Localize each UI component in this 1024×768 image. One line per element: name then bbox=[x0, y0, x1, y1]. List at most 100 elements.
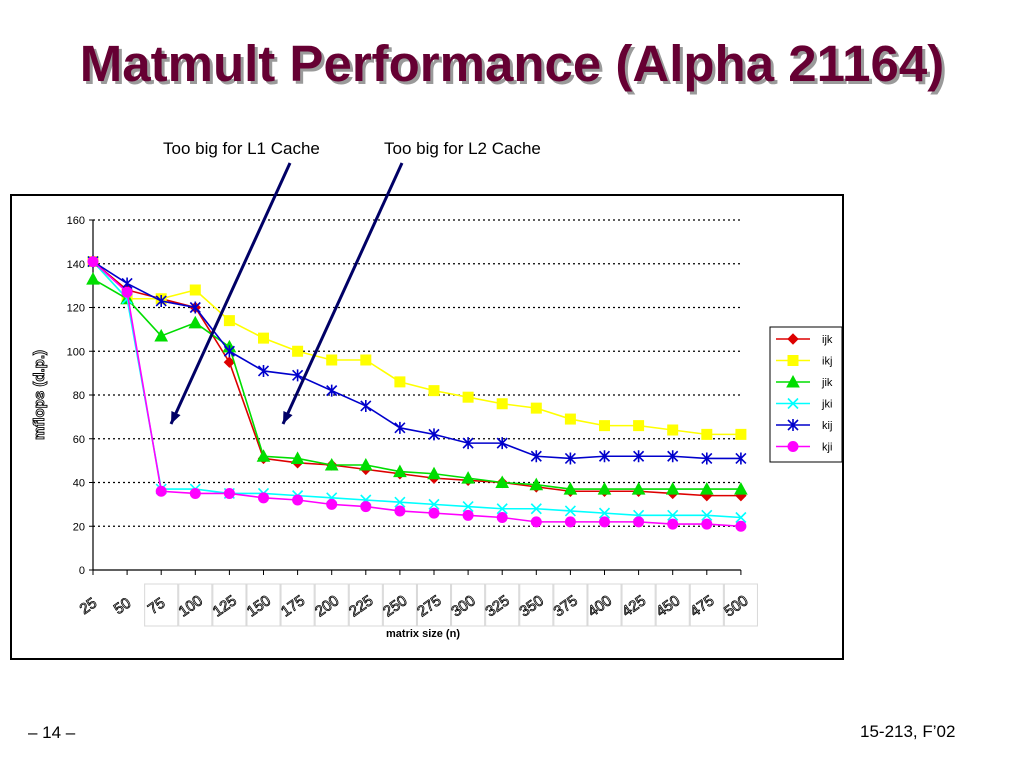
y-tick-label: 140 bbox=[67, 259, 85, 271]
x-tick-label: 400 bbox=[585, 592, 615, 620]
data-point-jki bbox=[428, 498, 440, 510]
x-label-box bbox=[519, 583, 554, 627]
data-point-jki bbox=[496, 503, 508, 515]
data-point-ikj bbox=[189, 284, 201, 296]
data-point-jki bbox=[701, 509, 713, 521]
x-label-box bbox=[178, 583, 213, 627]
x-tick-label: 300 bbox=[448, 592, 478, 620]
data-point-kji bbox=[394, 505, 406, 517]
data-point-kij bbox=[326, 384, 338, 397]
data-point-jki bbox=[564, 505, 576, 517]
data-point-ikj bbox=[360, 354, 372, 366]
data-point-ikj bbox=[326, 354, 338, 366]
x-tick-label: 475 bbox=[687, 592, 717, 620]
data-point-ikj bbox=[462, 391, 474, 403]
x-label-box bbox=[314, 583, 349, 627]
data-point-kji bbox=[121, 286, 133, 298]
data-point-kji bbox=[155, 485, 167, 497]
data-point-ikj bbox=[633, 420, 645, 432]
data-point-kji bbox=[189, 487, 201, 499]
x-label-box bbox=[723, 583, 758, 627]
data-point-kji bbox=[496, 512, 508, 523]
data-point-kji bbox=[428, 507, 440, 519]
arrow-l1-cache bbox=[169, 162, 292, 425]
legend-label-ijk: ijk bbox=[822, 334, 833, 346]
data-point-jik bbox=[86, 272, 100, 285]
data-point-ikj bbox=[428, 385, 440, 397]
data-point-ikj bbox=[258, 332, 269, 344]
data-point-jik bbox=[631, 482, 646, 495]
arrow-l1-cache-head bbox=[171, 411, 181, 424]
x-tick-label: 25 bbox=[77, 595, 100, 618]
x-tick-label: 425 bbox=[619, 592, 649, 620]
x-axis-label: matrix size (n) bbox=[386, 628, 460, 640]
x-tick-label: 450 bbox=[653, 592, 683, 620]
data-point-kji bbox=[258, 492, 269, 504]
data-point-jik bbox=[529, 477, 544, 491]
data-point-kij bbox=[292, 369, 304, 382]
legend-label-ikj: ikj bbox=[822, 356, 832, 368]
x-label-box bbox=[621, 583, 656, 627]
legend-label-jki: jki bbox=[821, 399, 832, 411]
data-point-kij bbox=[735, 452, 747, 465]
data-point-kji bbox=[87, 256, 99, 268]
data-point-jik bbox=[461, 471, 475, 484]
x-label-box bbox=[212, 583, 247, 627]
data-point-ijk bbox=[223, 356, 236, 368]
y-tick-label: 20 bbox=[73, 521, 85, 533]
series-kji bbox=[87, 256, 747, 532]
legend-label-kij: kij bbox=[822, 420, 832, 432]
data-point-kji bbox=[564, 516, 576, 528]
legend-marker-ijk bbox=[787, 333, 799, 345]
data-point-kij bbox=[360, 399, 372, 412]
x-label-box bbox=[382, 583, 417, 627]
y-axis-label: mflops (d.p.) bbox=[31, 350, 48, 440]
legend-box bbox=[769, 326, 843, 463]
legend-label-kji: kji bbox=[822, 442, 832, 454]
x-tick-label: 375 bbox=[551, 592, 581, 620]
page-number: – 14 – bbox=[28, 723, 76, 742]
data-point-jik bbox=[665, 482, 680, 495]
x-tick-label: 200 bbox=[312, 592, 342, 620]
data-point-kij bbox=[598, 450, 611, 463]
series-line-kij bbox=[92, 260, 741, 460]
legend-marker-kij bbox=[787, 419, 799, 431]
data-point-kij bbox=[394, 421, 406, 434]
data-point-kji bbox=[667, 518, 679, 530]
course-label: 15-213, F’02 bbox=[860, 722, 956, 741]
x-label-box bbox=[587, 583, 622, 627]
data-point-ikj bbox=[394, 376, 406, 388]
data-point-ikj bbox=[701, 428, 713, 440]
data-point-jik bbox=[393, 464, 407, 478]
series-kij bbox=[87, 255, 747, 465]
x-tick-label: 275 bbox=[414, 592, 444, 620]
series-line-kji bbox=[92, 260, 741, 528]
data-point-jik bbox=[563, 482, 578, 495]
y-tick-label: 60 bbox=[73, 434, 85, 446]
data-point-jik bbox=[699, 482, 714, 495]
x-tick-label: 225 bbox=[346, 592, 376, 620]
x-label-box bbox=[689, 583, 724, 627]
arrow-l2-cache bbox=[281, 162, 404, 425]
legend-label-jik: jik bbox=[821, 377, 833, 389]
data-point-ikj bbox=[599, 420, 610, 432]
annotation-l2-cache: Too big for L2 Cache bbox=[384, 139, 541, 158]
arrow-l2-cache-head bbox=[283, 411, 293, 424]
x-tick-label: 150 bbox=[244, 592, 274, 620]
x-tick-label: 75 bbox=[145, 595, 168, 618]
y-tick-label: 40 bbox=[73, 478, 85, 490]
data-point-jik bbox=[495, 475, 510, 488]
data-point-jik bbox=[324, 457, 339, 471]
data-point-ikj bbox=[496, 398, 508, 410]
data-point-kij bbox=[496, 437, 508, 450]
y-tick-label: 100 bbox=[67, 346, 85, 358]
legend-marker-jik bbox=[786, 374, 800, 388]
data-point-kij bbox=[701, 452, 713, 465]
x-label-box bbox=[246, 583, 281, 627]
data-point-kji bbox=[462, 509, 474, 521]
data-point-kji bbox=[599, 516, 610, 528]
data-point-jki bbox=[394, 496, 406, 508]
x-label-box bbox=[553, 583, 588, 627]
data-point-kij bbox=[189, 301, 201, 314]
